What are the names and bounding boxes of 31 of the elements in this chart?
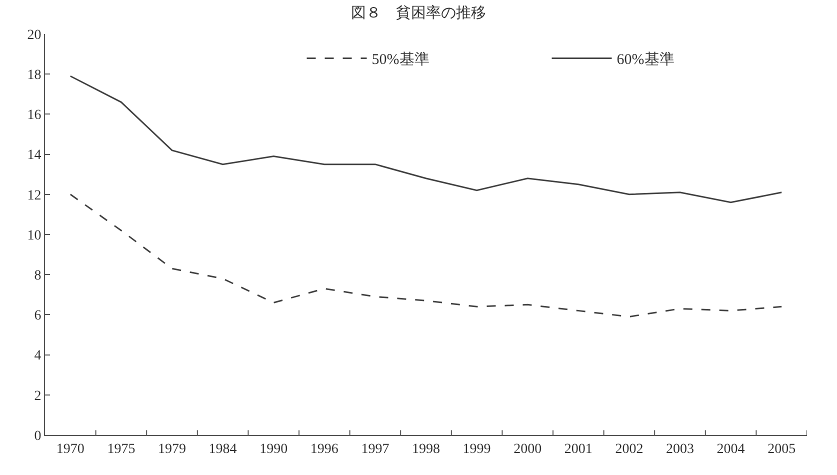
x-tick-label: 2000 [514, 442, 542, 457]
x-tick-label: 1979 [158, 442, 186, 457]
y-tick-label: 8 [34, 268, 42, 284]
line-series [70, 194, 782, 318]
legend-label: 60%基準 [616, 51, 674, 68]
x-tick-label: 1984 [208, 442, 237, 457]
y-tick-label: 16 [27, 108, 42, 124]
chart-title: 図８ 貧困率の推移 [351, 4, 486, 22]
y-tick-label: 14 [27, 148, 42, 164]
x-tick-label: 2004 [716, 442, 745, 457]
line-series [70, 75, 782, 204]
x-tick-label: 1975 [107, 442, 136, 457]
y-tick-label: 4 [34, 348, 42, 364]
legend-label: 50%基準 [372, 51, 430, 68]
y-tick-label: 0 [34, 428, 42, 444]
x-tick-label: 2001 [564, 442, 592, 457]
y-tick-label: 20 [27, 28, 42, 43]
x-tick-label: 1970 [56, 442, 84, 457]
x-tick-label: 1990 [260, 442, 288, 457]
y-tick-label: 10 [27, 228, 42, 244]
x-tick-label: 1998 [412, 442, 440, 457]
y-tick-label: 18 [27, 68, 42, 83]
x-tick-label: 2003 [666, 442, 694, 457]
y-tick-label: 12 [27, 188, 42, 204]
y-tick-label: 6 [34, 308, 42, 324]
x-tick-label: 2005 [768, 442, 796, 457]
x-tick-label: 2002 [615, 442, 644, 457]
y-tick-label: 2 [34, 388, 42, 404]
x-tick-label: 1997 [361, 442, 390, 457]
x-tick-label: 1996 [310, 442, 338, 457]
x-tick-label: 1999 [462, 442, 491, 457]
